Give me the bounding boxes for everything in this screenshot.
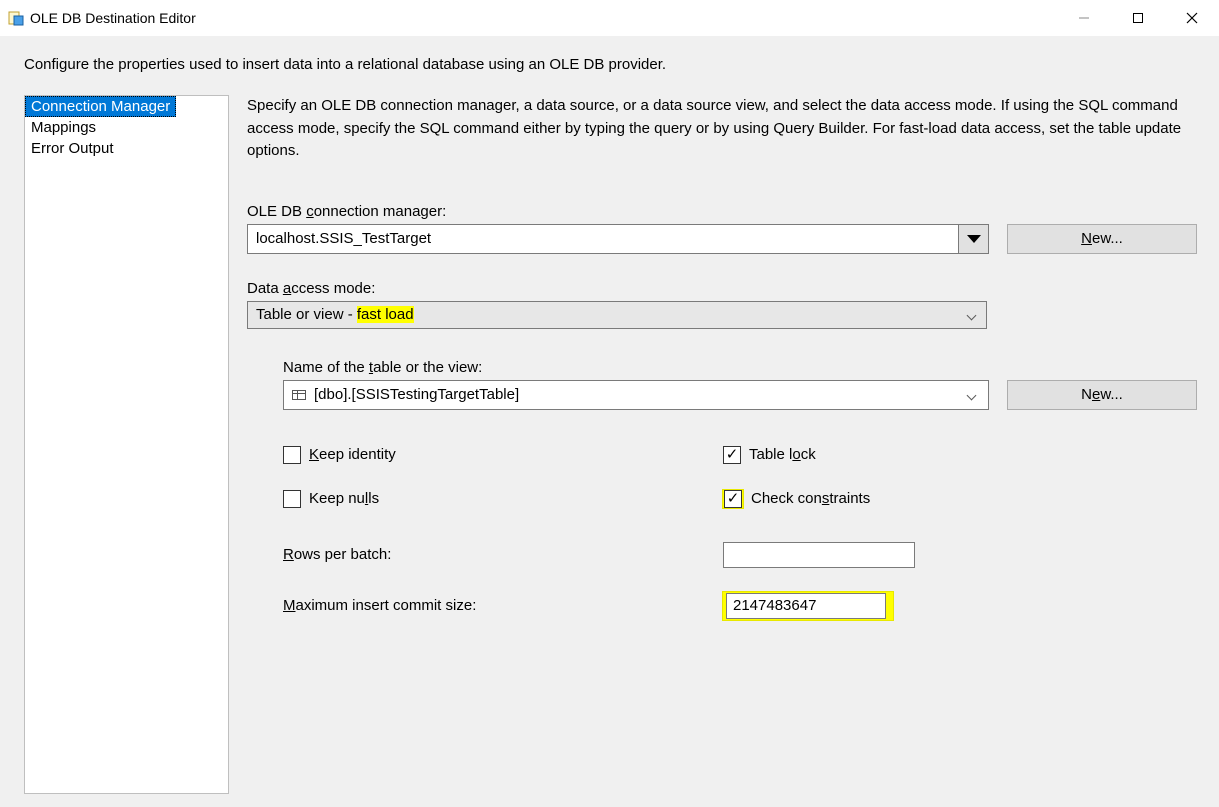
minimize-button[interactable] — [1057, 0, 1111, 36]
connection-manager-combo[interactable]: localhost.SSIS_TestTarget — [247, 224, 989, 254]
sidebar-item-error-output[interactable]: Error Output — [25, 138, 228, 159]
connection-manager-label: OLE DB connection manager: — [247, 203, 1197, 220]
table-icon — [292, 390, 306, 400]
sidebar-item-connection-manager[interactable]: Connection Manager — [25, 96, 176, 117]
content-panel: Specify an OLE DB connection manager, a … — [229, 83, 1219, 794]
instruction-text: Specify an OLE DB connection manager, a … — [247, 95, 1197, 163]
table-name-combo[interactable]: [dbo].[SSISTestingTargetTable] — [283, 380, 989, 410]
keep-nulls-label: Keep nulls — [309, 490, 379, 507]
data-access-mode-value: Table or view - fast load — [256, 306, 414, 323]
maximize-button[interactable] — [1111, 0, 1165, 36]
keep-nulls-checkbox[interactable]: Keep nulls — [283, 490, 723, 508]
table-name-value: [dbo].[SSISTestingTargetTable] — [314, 386, 519, 403]
app-icon — [8, 10, 24, 26]
rows-per-batch-label: Rows per batch: — [283, 546, 723, 563]
description-text: Configure the properties used to insert … — [0, 36, 1219, 83]
connection-manager-value: localhost.SSIS_TestTarget — [248, 225, 958, 253]
data-access-mode-label: Data access mode: — [247, 280, 1197, 297]
data-access-mode-select[interactable]: Table or view - fast load — [247, 301, 987, 329]
check-constraints-checkbox[interactable]: Check constraints — [723, 490, 1197, 508]
max-commit-size-label: Maximum insert commit size: — [283, 597, 723, 614]
checkbox-box — [723, 446, 741, 464]
checkbox-box — [283, 490, 301, 508]
chevron-down-icon — [968, 390, 978, 400]
close-button[interactable] — [1165, 0, 1219, 36]
chevron-down-icon — [968, 310, 978, 320]
table-lock-label: Table lock — [749, 446, 816, 463]
check-constraints-label: Check constraints — [751, 490, 870, 507]
keep-identity-checkbox[interactable]: Keep identity — [283, 446, 723, 464]
table-name-label: Name of the table or the view: — [283, 359, 1197, 376]
new-connection-button[interactable]: New... — [1007, 224, 1197, 254]
new-table-button[interactable]: New... — [1007, 380, 1197, 410]
window-controls — [1057, 0, 1219, 36]
checkbox-box — [283, 446, 301, 464]
connection-manager-dropdown-button[interactable] — [958, 225, 988, 253]
sidebar-nav: Connection Manager Mappings Error Output — [24, 95, 229, 794]
checkbox-box — [724, 490, 742, 508]
window-title: OLE DB Destination Editor — [30, 10, 1057, 26]
keep-identity-label: Keep identity — [309, 446, 396, 463]
titlebar: OLE DB Destination Editor — [0, 0, 1219, 36]
sidebar-item-mappings[interactable]: Mappings — [25, 117, 228, 138]
checkbox-highlight — [723, 490, 743, 508]
rows-per-batch-input[interactable] — [723, 542, 915, 568]
max-commit-size-input[interactable] — [726, 593, 886, 619]
table-lock-checkbox[interactable]: Table lock — [723, 446, 1197, 464]
max-commit-highlight — [723, 592, 893, 620]
